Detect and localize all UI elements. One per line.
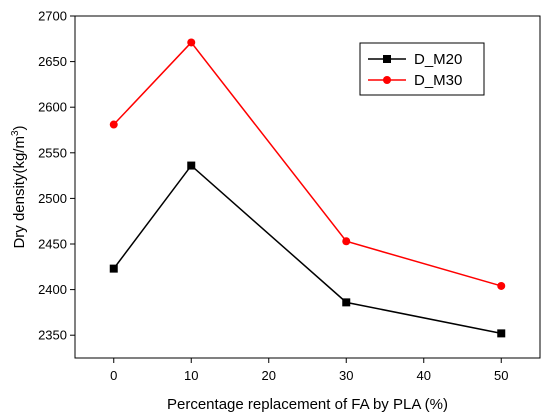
x-tick-label: 40 [417,368,431,383]
x-tick-label: 50 [494,368,508,383]
data-point [342,237,351,246]
data-point [109,120,118,129]
data-point [497,329,506,338]
y-tick-label: 2400 [38,282,67,297]
x-tick-label: 10 [184,368,198,383]
y-tick-label: 2650 [38,54,67,69]
y-tick-label: 2450 [38,237,67,252]
data-point [497,281,506,290]
y-axis-title-superscript: 3 [10,130,21,136]
data-point [109,264,118,273]
y-axis: 2350 2400 2450 2500 2550 2600 2650 2700 [38,9,75,343]
y-tick-label: 2500 [38,191,67,206]
y-tick-label: 2350 [38,328,67,343]
legend: D_M20 D_M30 [359,42,485,96]
y-axis-title-main: Dry density(kg/m [11,136,28,249]
y-tick-label: 2700 [38,9,67,24]
legend-label: D_M30 [414,72,462,89]
legend-marker [383,55,391,63]
y-tick-label: 2600 [38,100,67,115]
series-line [113,41,502,287]
x-axis: 0 10 20 30 40 50 [110,358,508,383]
y-axis-title: Dry density(kg/m3) [10,125,28,248]
legend-box [359,42,485,96]
data-point [342,298,351,307]
series-d-m20 [109,161,506,338]
legend-label: D_M20 [414,51,462,68]
x-tick-label: 0 [110,368,117,383]
y-axis-title-end: ) [11,125,28,130]
series-d-m30 [109,38,506,290]
x-axis-title: Percentage replacement of FA by PLA (%) [167,396,448,413]
x-tick-label: 30 [339,368,353,383]
series-layer [109,38,506,338]
plot-area-frame [74,15,541,359]
legend-marker [383,76,391,84]
x-tick-label: 20 [262,368,276,383]
data-point [187,38,196,47]
legend-item: D_M30 [368,72,462,89]
legend-item: D_M20 [368,51,462,68]
y-tick-label: 2550 [38,145,67,160]
series-line [113,164,502,335]
data-point [187,161,196,170]
